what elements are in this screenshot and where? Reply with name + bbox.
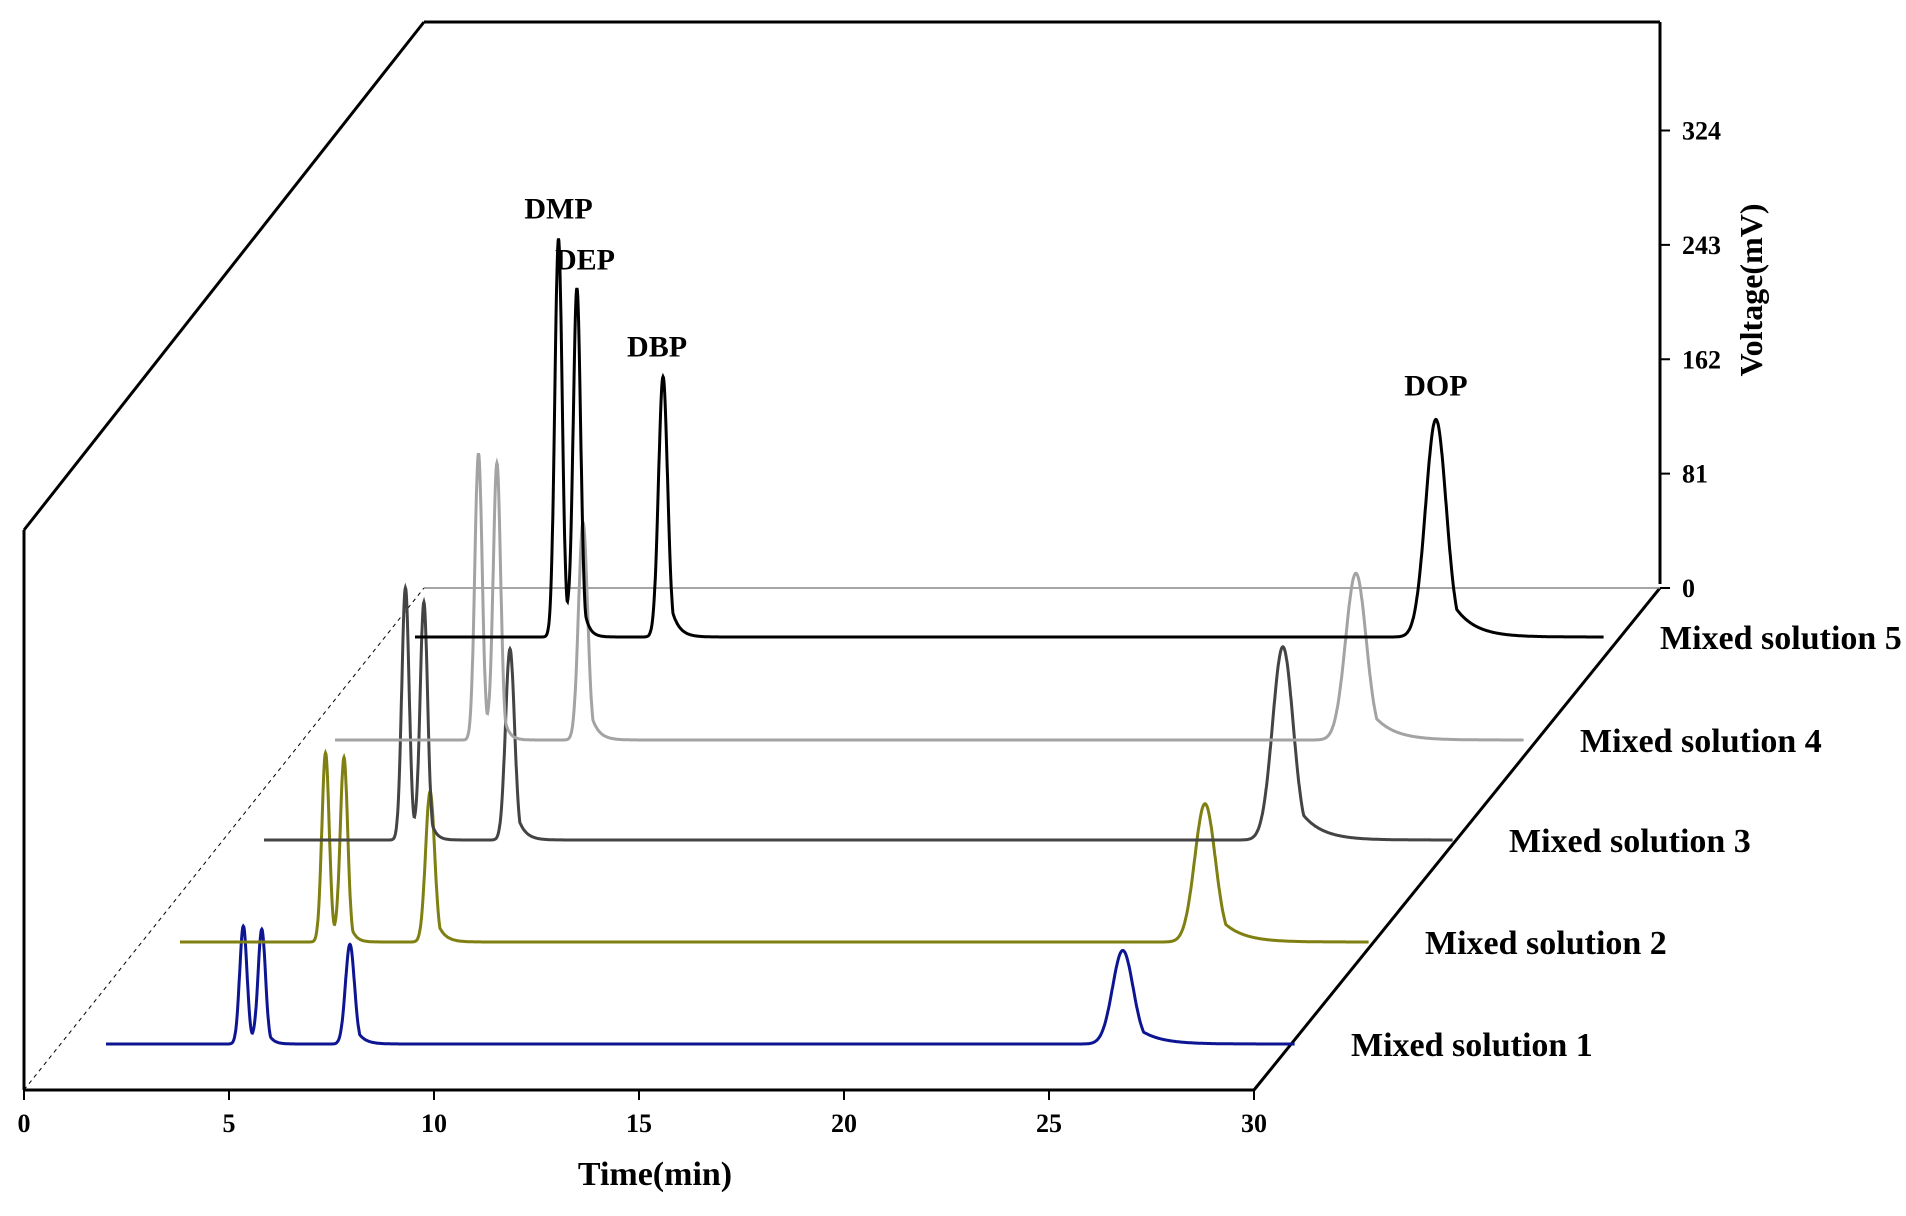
x-tick-label: 20 <box>831 1109 857 1138</box>
x-tick-label: 15 <box>626 1109 652 1138</box>
series-label-2: Mixed solution 2 <box>1425 925 1667 962</box>
bottom-right-edge <box>1252 587 1662 1091</box>
y-tick-label: 162 <box>1682 345 1721 374</box>
series-label-1: Mixed solution 1 <box>1351 1027 1593 1064</box>
series-line-3 <box>264 582 1453 842</box>
series-line-1 <box>106 923 1295 1046</box>
series-labels: Mixed solution 1 Mixed solution 2 Mixed so… <box>1351 620 1902 1064</box>
x-tick-label: 30 <box>1241 1109 1267 1138</box>
peak-labels: DMP DEP DBP DOP <box>524 192 1467 402</box>
x-axis: 0 5 10 15 20 25 30 Time(min) <box>18 1090 1267 1193</box>
series-line-2 <box>180 748 1369 944</box>
y-tick-label: 0 <box>1682 574 1695 603</box>
series-label-5: Mixed solution 5 <box>1660 620 1902 657</box>
peak-label-dep: DEP <box>555 243 615 276</box>
series-label-3: Mixed solution 3 <box>1509 823 1751 860</box>
y-axis: 0 81 162 243 324 Voltage(mV) <box>1660 117 1769 603</box>
depth-dashed-line <box>23 587 425 1091</box>
y-tick-label: 324 <box>1682 117 1721 146</box>
series-line-5 <box>415 238 1604 639</box>
y-tick-label: 81 <box>1682 460 1708 489</box>
x-tick-label: 0 <box>18 1109 31 1138</box>
peak-label-dbp: DBP <box>627 331 687 364</box>
peak-label-dop: DOP <box>1404 369 1467 402</box>
chromatogram-traces <box>106 238 1604 1046</box>
x-tick-label: 5 <box>223 1109 236 1138</box>
top-left-edge <box>22 21 426 531</box>
series-label-4: Mixed solution 4 <box>1580 723 1822 760</box>
x-axis-title: Time(min) <box>578 1156 732 1193</box>
y-tick-label: 243 <box>1682 231 1721 260</box>
x-tick-label: 25 <box>1036 1109 1062 1138</box>
peak-label-dmp: DMP <box>524 192 592 225</box>
series-line-4 <box>335 452 1524 742</box>
x-tick-label: 10 <box>421 1109 447 1138</box>
plot-frame <box>22 20 1662 1092</box>
y-axis-title: Voltage(mV) <box>1733 204 1769 377</box>
